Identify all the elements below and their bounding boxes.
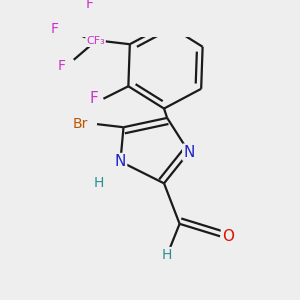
Text: H: H (93, 176, 104, 190)
Text: F: F (51, 22, 59, 36)
Text: N: N (183, 145, 195, 160)
Text: F: F (57, 59, 65, 73)
Text: N: N (115, 154, 126, 169)
Text: F: F (85, 0, 93, 11)
Text: O: O (222, 229, 234, 244)
Text: H: H (162, 248, 172, 262)
Text: F: F (90, 91, 98, 106)
Text: Br: Br (72, 117, 88, 131)
Text: CF₃: CF₃ (86, 36, 105, 46)
